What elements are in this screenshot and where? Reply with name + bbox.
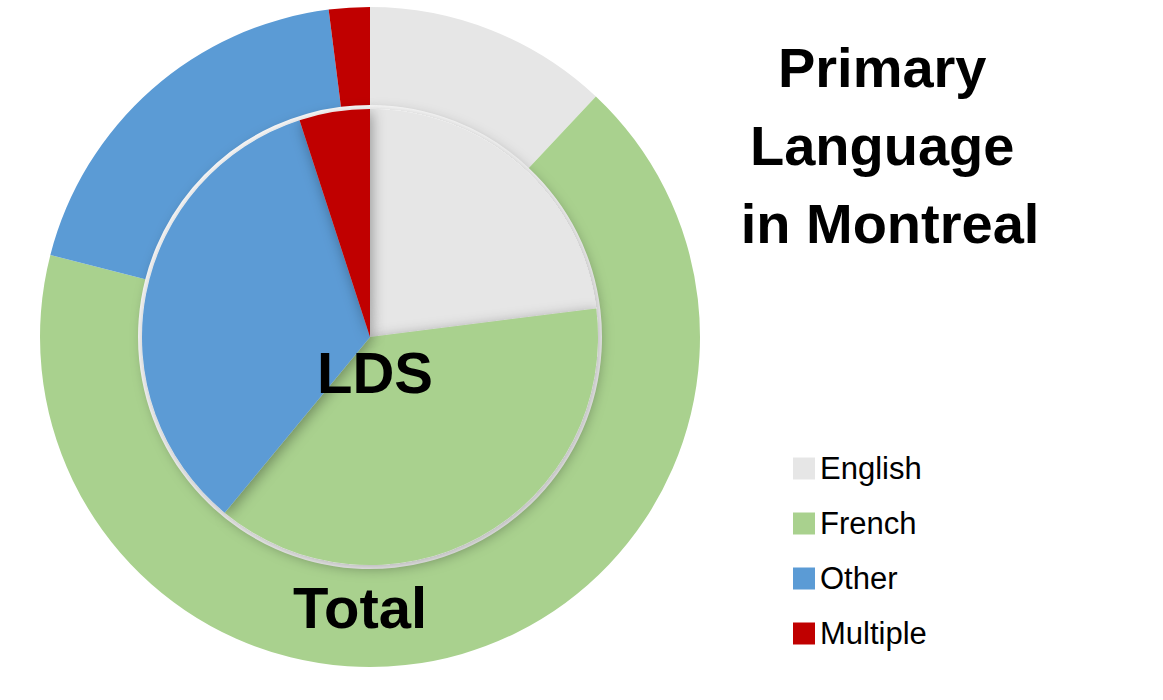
svg-text:Total: Total xyxy=(293,575,427,640)
svg-text:Primary: Primary xyxy=(778,36,1002,99)
svg-text:Other: Other xyxy=(820,561,898,596)
svg-text:Language: Language xyxy=(750,114,1030,177)
svg-text:Multiple: Multiple xyxy=(820,616,927,651)
svg-text:in Montreal: in Montreal xyxy=(741,192,1040,255)
svg-text:French: French xyxy=(820,506,916,541)
svg-text:English: English xyxy=(820,451,922,486)
svg-text:LDS: LDS xyxy=(317,340,433,405)
